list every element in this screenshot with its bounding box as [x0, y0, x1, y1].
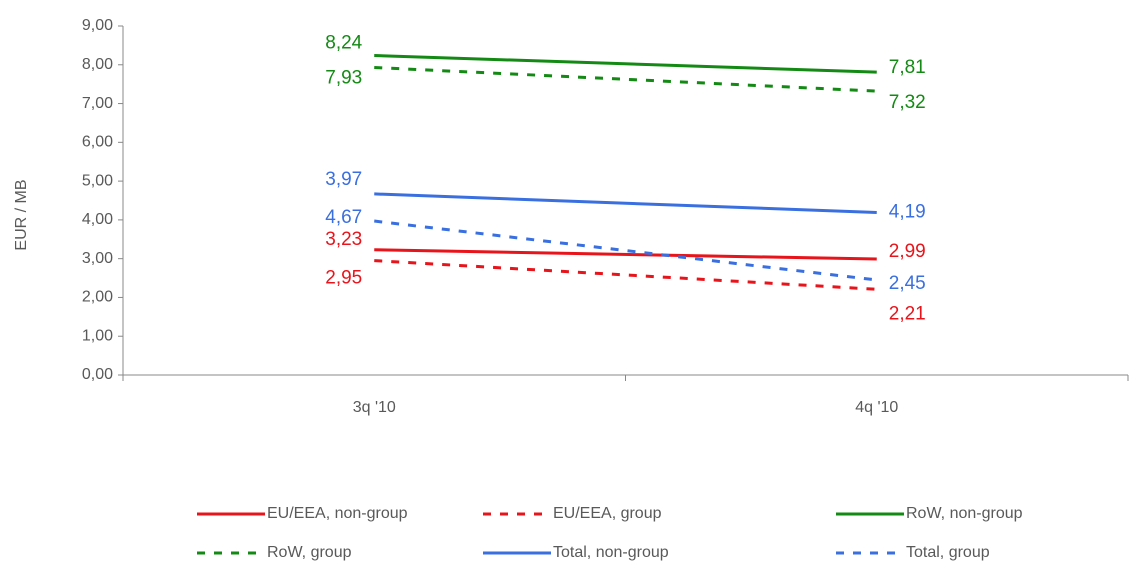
y-tick-label: 7,00 [82, 95, 113, 112]
data-label: 7,32 [889, 92, 926, 113]
data-label: 7,81 [889, 57, 926, 78]
data-label: 4,19 [889, 202, 926, 223]
x-tick-label: 4q '10 [855, 399, 898, 416]
series-line [374, 53, 877, 74]
data-label: 4,67 [325, 207, 362, 228]
legend-label: EU/EEA, non-group [267, 505, 408, 522]
y-tick-label: 1,00 [82, 327, 113, 344]
data-label: 8,24 [325, 32, 362, 53]
data-label: 3,97 [325, 169, 362, 190]
data-label: 2,99 [889, 241, 926, 262]
y-tick-label: 8,00 [82, 56, 113, 73]
y-tick-label: 9,00 [82, 17, 113, 34]
data-label: 7,93 [325, 68, 362, 89]
legend-label: Total, non-group [553, 544, 669, 561]
data-label: 2,45 [889, 273, 926, 294]
data-label: 2,21 [889, 303, 926, 324]
legend-label: EU/EEA, group [553, 505, 662, 522]
y-tick-label: 0,00 [82, 366, 113, 383]
series-line [374, 192, 877, 215]
y-tick-label: 6,00 [82, 134, 113, 151]
y-tick-label: 5,00 [82, 172, 113, 189]
data-label: 3,23 [325, 229, 362, 250]
y-axis-label: EUR / MB [13, 179, 30, 250]
series-line [374, 259, 877, 291]
y-tick-label: 4,00 [82, 211, 113, 228]
legend-label: RoW, non-group [906, 505, 1023, 522]
series-line [374, 248, 877, 261]
legend-label: Total, group [906, 544, 990, 561]
data-label: 2,95 [325, 268, 362, 289]
x-tick-label: 3q '10 [353, 399, 396, 416]
y-tick-label: 2,00 [82, 289, 113, 306]
legend-label: RoW, group [267, 544, 352, 561]
y-tick-label: 3,00 [82, 250, 113, 267]
